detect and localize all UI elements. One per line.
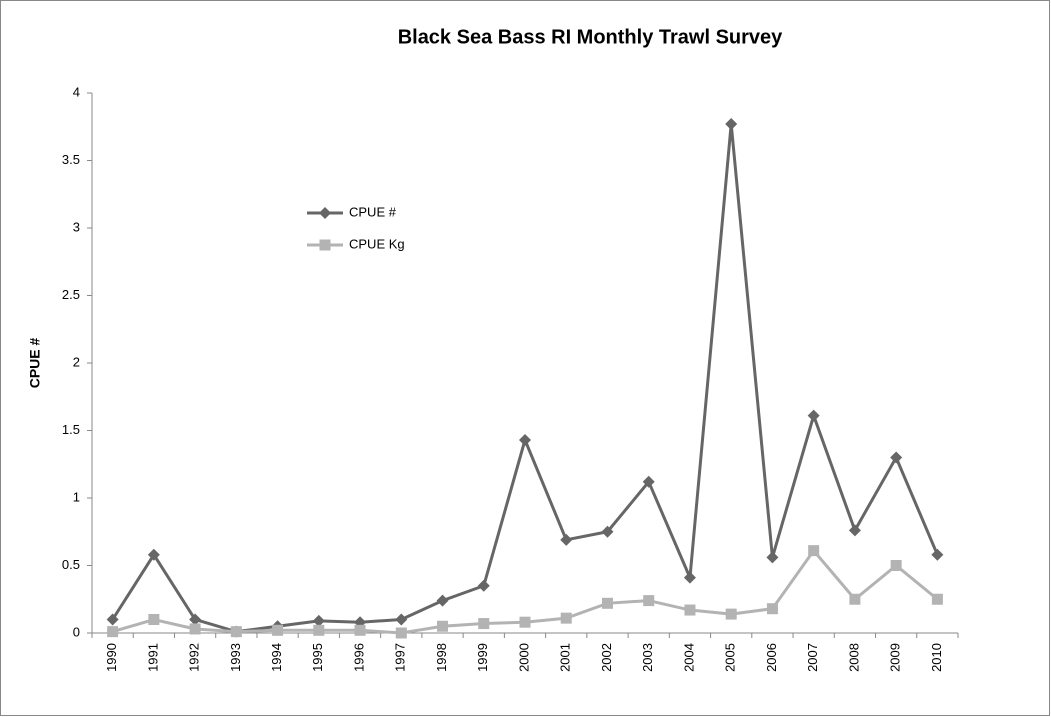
x-tick-label: 2007 <box>805 643 820 672</box>
x-tick-label: 2003 <box>640 643 655 672</box>
data-point <box>642 475 655 488</box>
data-point <box>890 451 903 464</box>
x-tick-label: 1992 <box>187 643 202 672</box>
data-point <box>808 545 820 557</box>
y-tick-label: 2 <box>73 354 80 369</box>
x-tick-label: 1997 <box>393 643 408 672</box>
data-point <box>312 614 325 627</box>
x-tick-label: 1999 <box>475 643 490 672</box>
data-point <box>107 626 119 638</box>
x-tick-label: 2001 <box>558 643 573 672</box>
y-tick-label: 0 <box>73 624 80 639</box>
data-point <box>354 624 366 636</box>
x-tick-label: 2004 <box>681 643 696 672</box>
data-point <box>560 612 572 624</box>
data-point <box>519 433 531 446</box>
legend-marker <box>319 239 331 251</box>
data-point <box>601 525 614 538</box>
data-point <box>766 551 779 564</box>
y-tick-label: 4 <box>73 84 80 99</box>
y-tick-label: 3 <box>73 219 80 234</box>
x-tick-label: 2000 <box>516 643 531 672</box>
data-point <box>807 409 820 422</box>
x-tick-label: 1996 <box>351 643 366 672</box>
legend-label: CPUE Kg <box>349 236 405 251</box>
data-point <box>683 571 696 584</box>
y-tick-label: 3.5 <box>62 152 80 167</box>
y-tick-label: 2.5 <box>62 287 80 302</box>
data-point <box>931 593 943 605</box>
data-point <box>272 624 284 636</box>
data-point <box>230 626 242 638</box>
x-tick-label: 1990 <box>104 643 119 672</box>
data-point <box>931 548 944 561</box>
y-tick-label: 0.5 <box>62 557 80 572</box>
data-point <box>477 579 490 592</box>
data-point <box>601 597 613 609</box>
x-tick-label: 2005 <box>723 643 738 672</box>
y-axis-label: CPUE # <box>27 338 43 389</box>
data-point <box>684 604 696 616</box>
data-point <box>313 624 325 636</box>
x-tick-label: 2010 <box>929 643 944 672</box>
x-tick-label: 1994 <box>269 643 284 672</box>
x-tick-label: 2006 <box>764 643 779 672</box>
data-point <box>106 613 119 626</box>
data-point <box>849 593 861 605</box>
data-point <box>437 620 449 632</box>
data-point <box>395 627 407 639</box>
data-point <box>519 616 531 628</box>
data-point <box>189 623 201 635</box>
data-point <box>560 533 573 546</box>
legend-marker <box>319 207 331 219</box>
data-point <box>725 118 738 131</box>
y-tick-label: 1 <box>73 489 80 504</box>
data-point <box>848 524 861 537</box>
x-tick-label: 1993 <box>228 643 243 672</box>
data-point <box>189 613 202 626</box>
data-point <box>395 613 408 626</box>
y-tick-label: 1.5 <box>62 422 80 437</box>
data-point <box>147 548 160 561</box>
data-point <box>478 618 490 630</box>
x-tick-label: 1998 <box>434 643 449 672</box>
data-point <box>643 595 655 607</box>
x-tick-label: 2008 <box>846 643 861 672</box>
legend-label: CPUE # <box>349 204 397 219</box>
data-point <box>436 594 449 607</box>
data-point <box>725 608 737 620</box>
data-point <box>890 560 902 571</box>
x-tick-label: 1995 <box>310 643 325 672</box>
data-point <box>148 614 160 625</box>
x-tick-label: 2002 <box>599 643 614 672</box>
x-tick-label: 2009 <box>888 643 903 672</box>
data-point <box>766 603 778 615</box>
chart-title: Black Sea Bass RI Monthly Trawl Survey <box>398 26 783 48</box>
x-tick-label: 1991 <box>145 643 160 672</box>
